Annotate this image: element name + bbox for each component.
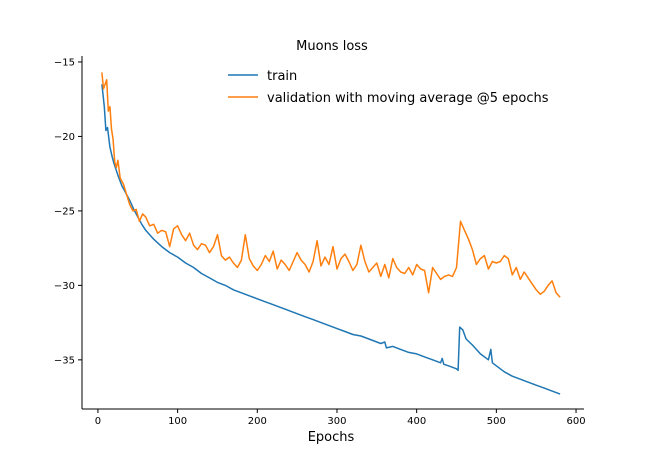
x-tick-label: 300	[327, 416, 346, 427]
x-tick-label: 0	[95, 416, 101, 427]
x-tick-label: 600	[566, 416, 585, 427]
legend-label-validation: validation with moving average @5 epochs	[267, 91, 549, 106]
series-line-train	[101, 84, 561, 395]
plot-lines	[101, 72, 561, 395]
y-tick-label: −15	[54, 57, 75, 68]
x-tick-label: 500	[487, 416, 506, 427]
y-tick-label: −30	[54, 281, 75, 292]
y-tick-label: −25	[54, 206, 75, 217]
legend: train validation with moving average @5 e…	[228, 69, 549, 106]
x-tick-label: 400	[407, 416, 426, 427]
series-line-validation	[101, 72, 561, 298]
x-axis-label: Epochs	[308, 430, 355, 445]
legend-label-train: train	[267, 69, 297, 84]
y-tick-label: −35	[54, 355, 75, 366]
x-tick-label: 100	[168, 416, 187, 427]
x-tick-label: 200	[248, 416, 267, 427]
axes	[81, 56, 584, 410]
ticks: 0 100 200 300 400 500 600 −15 −20 −25 −30 −35	[54, 57, 586, 427]
chart-title: Muons loss	[296, 39, 368, 54]
y-tick-label: −20	[54, 132, 75, 143]
